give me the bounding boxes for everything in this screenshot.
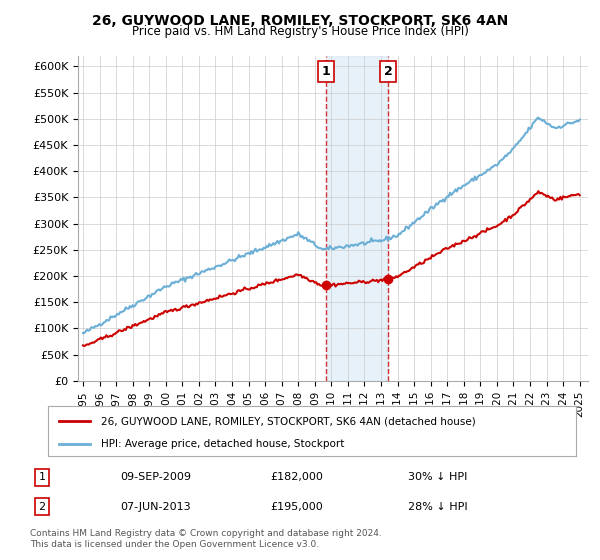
Text: Price paid vs. HM Land Registry's House Price Index (HPI): Price paid vs. HM Land Registry's House … [131,25,469,38]
Text: HPI: Average price, detached house, Stockport: HPI: Average price, detached house, Stoc… [101,439,344,449]
Text: Contains HM Land Registry data © Crown copyright and database right 2024.
This d: Contains HM Land Registry data © Crown c… [30,529,382,549]
Text: 26, GUYWOOD LANE, ROMILEY, STOCKPORT, SK6 4AN: 26, GUYWOOD LANE, ROMILEY, STOCKPORT, SK… [92,14,508,28]
Text: 07-JUN-2013: 07-JUN-2013 [120,502,191,511]
Text: 09-SEP-2009: 09-SEP-2009 [120,473,191,482]
Text: 28% ↓ HPI: 28% ↓ HPI [408,502,467,511]
Text: 1: 1 [322,65,331,78]
Text: 26, GUYWOOD LANE, ROMILEY, STOCKPORT, SK6 4AN (detached house): 26, GUYWOOD LANE, ROMILEY, STOCKPORT, SK… [101,416,476,426]
Text: £182,000: £182,000 [270,473,323,482]
Text: 2: 2 [38,502,46,511]
Text: £195,000: £195,000 [270,502,323,511]
Text: 1: 1 [38,473,46,482]
Text: 2: 2 [384,65,392,78]
Text: 30% ↓ HPI: 30% ↓ HPI [408,473,467,482]
